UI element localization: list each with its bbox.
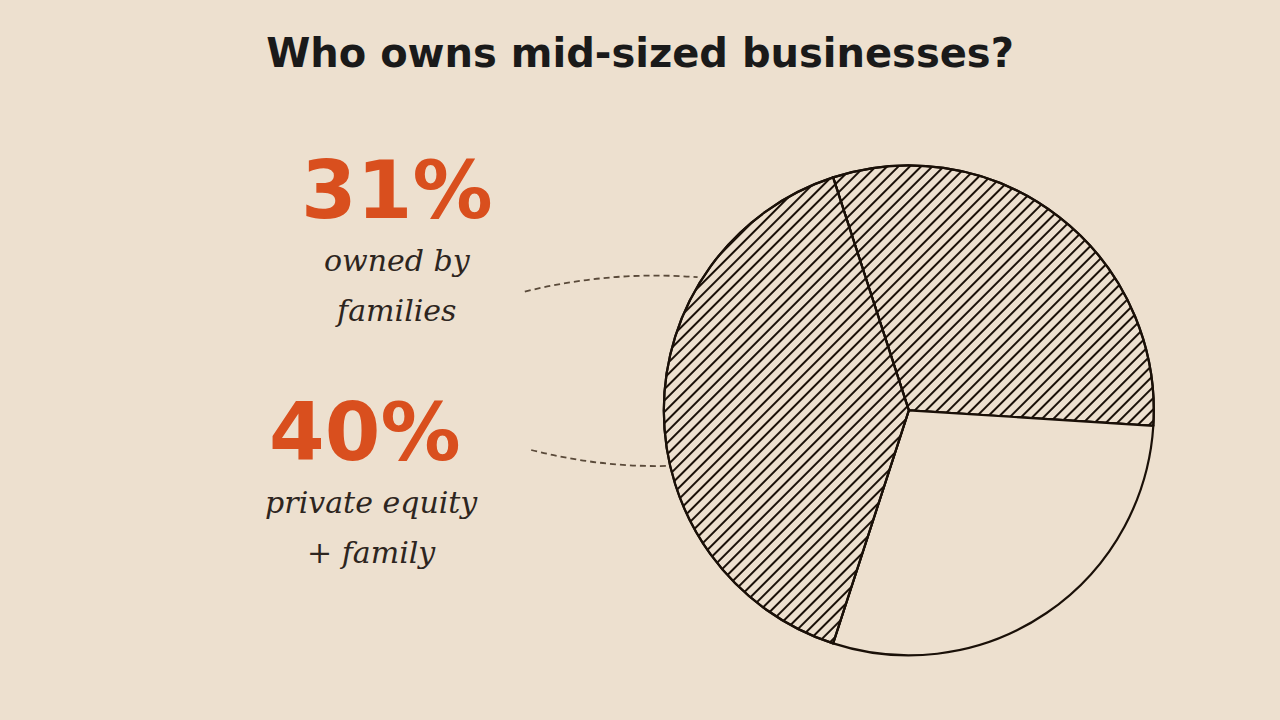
svg-text:+ family: + family (307, 535, 436, 570)
svg-text:31%: 31% (301, 144, 492, 237)
svg-text:private equity: private equity (265, 485, 478, 520)
svg-text:Who owns mid-sized businesses?: Who owns mid-sized businesses? (266, 30, 1014, 76)
svg-text:families: families (335, 293, 456, 328)
svg-text:owned by: owned by (324, 243, 471, 278)
svg-text:40%: 40% (269, 386, 460, 479)
